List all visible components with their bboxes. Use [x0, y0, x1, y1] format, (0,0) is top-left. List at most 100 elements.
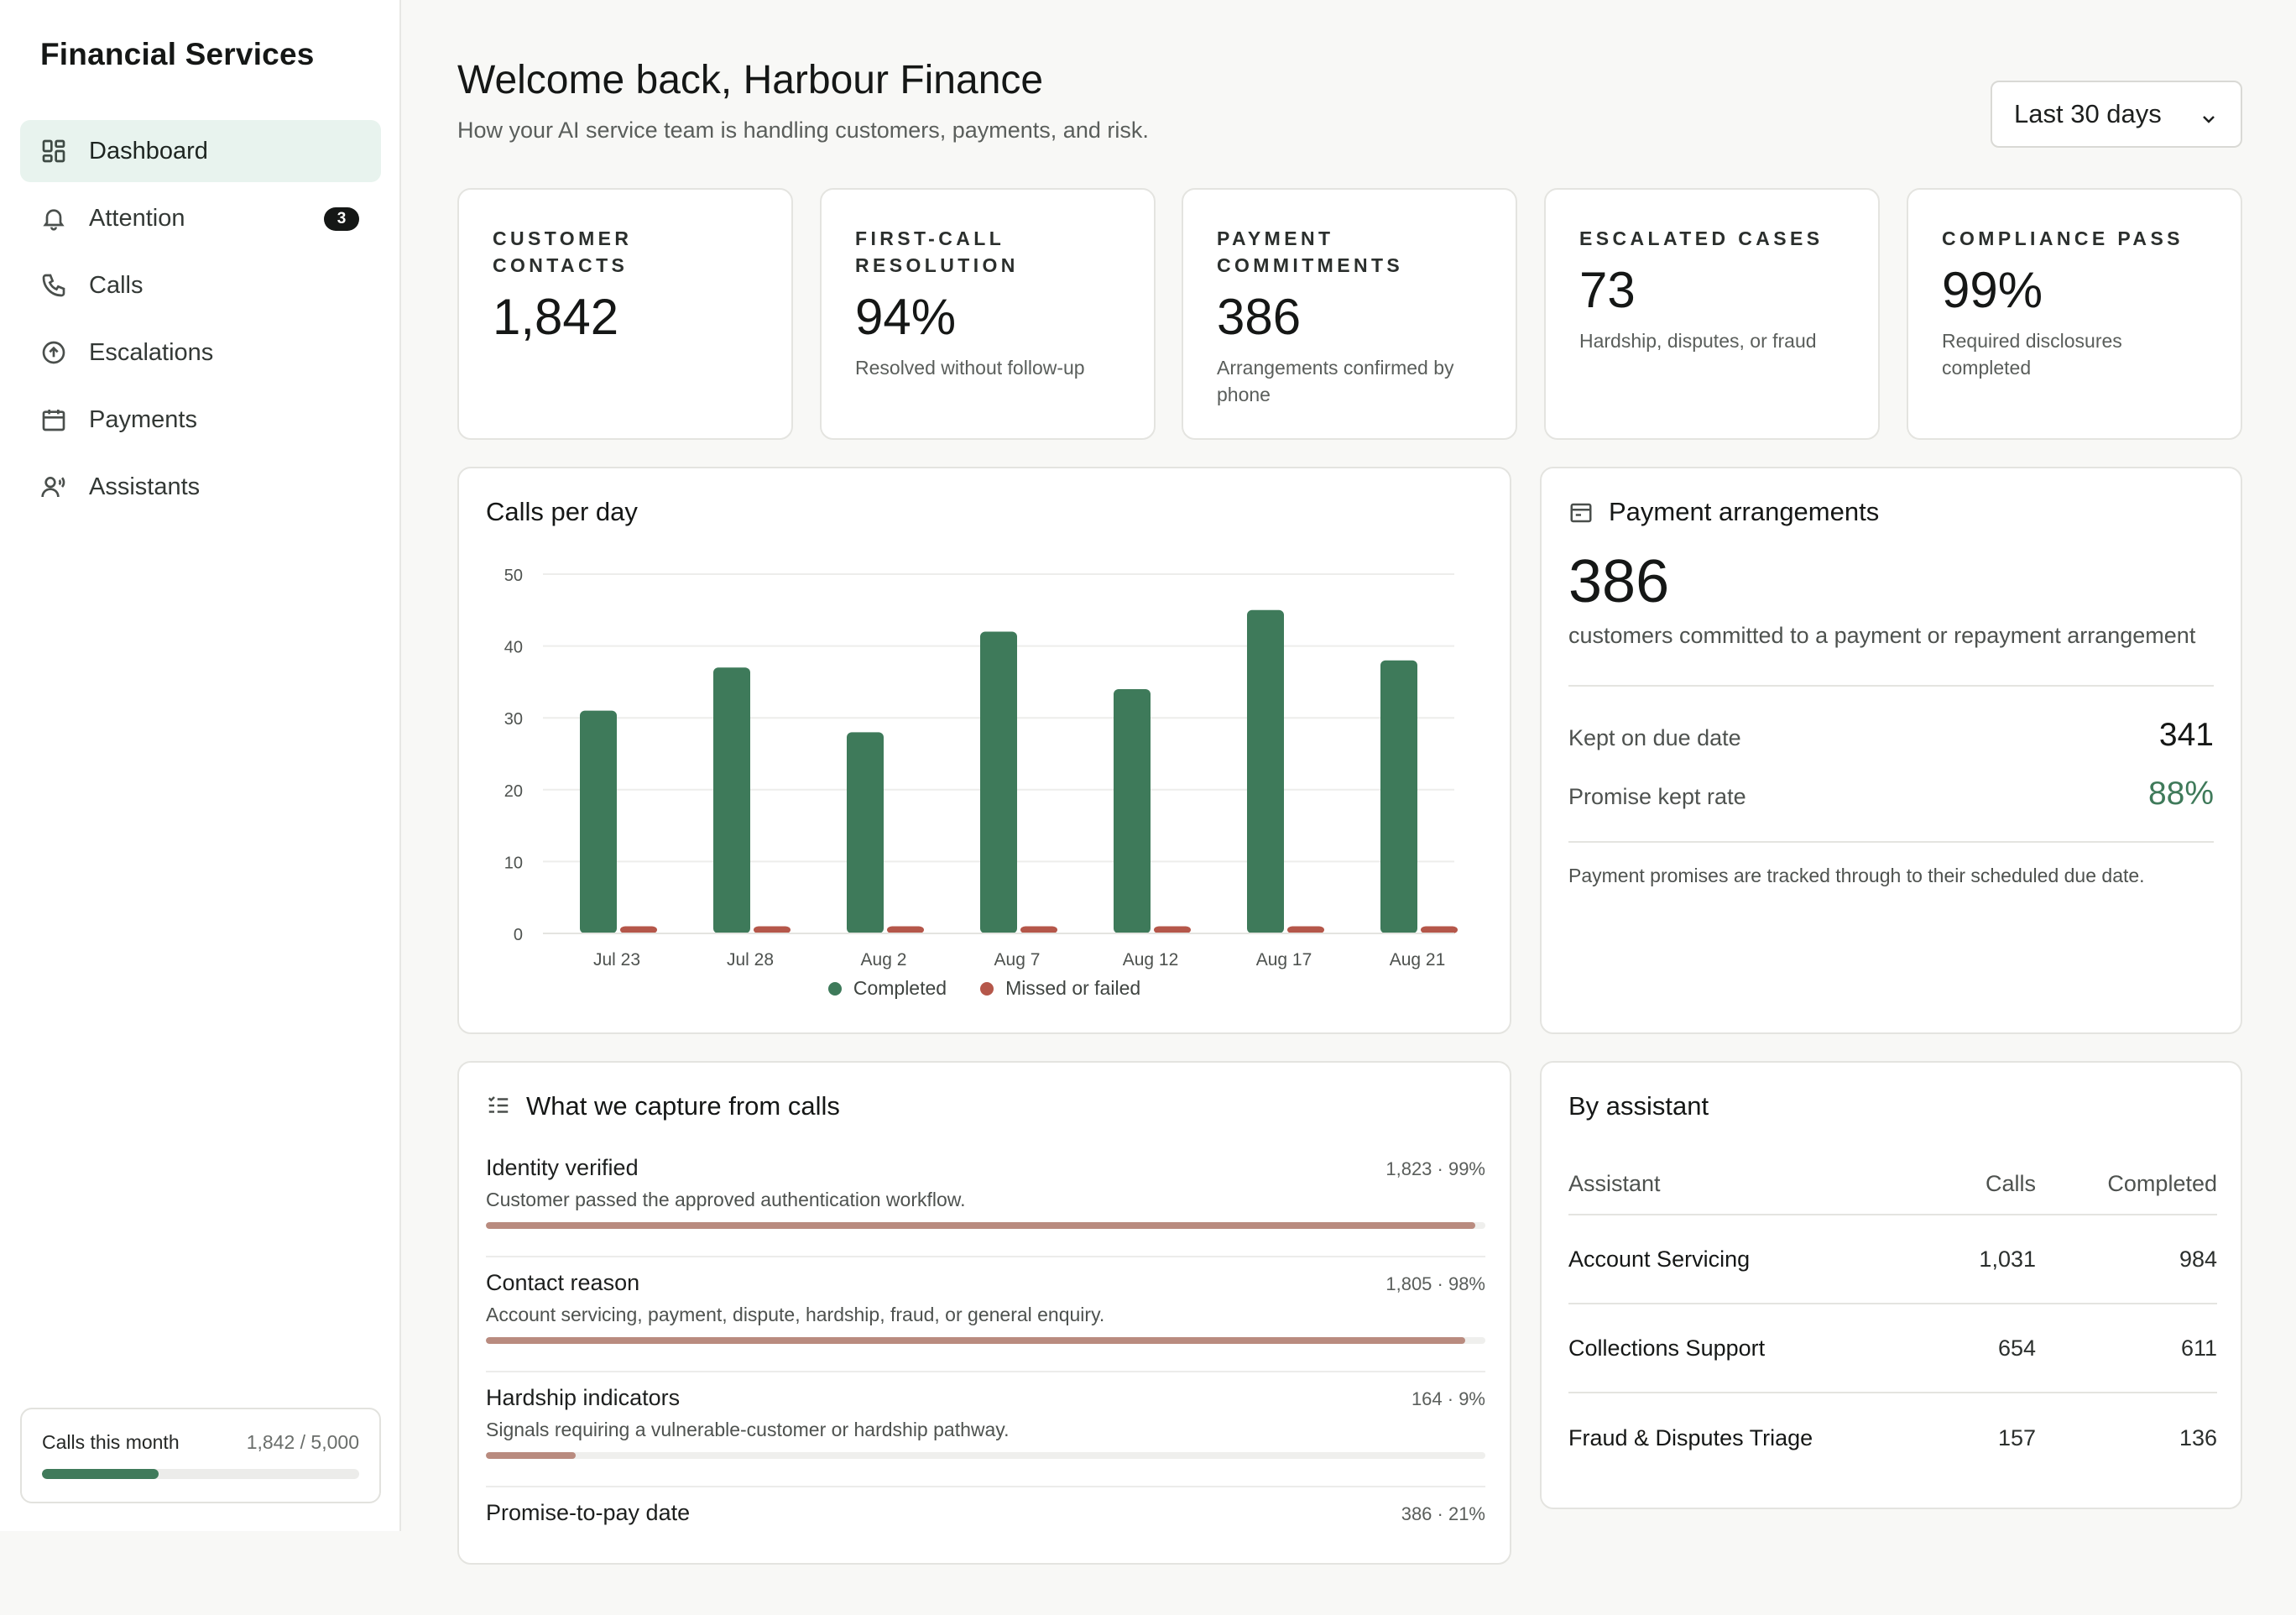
chart-title: Calls per day	[486, 497, 638, 526]
page-title: Welcome back, Harbour Finance	[457, 58, 1044, 102]
kept-on-due-date-row: Kept on due date 341	[1568, 717, 2214, 754]
checklist-icon	[486, 1093, 511, 1118]
bar-missed	[754, 926, 791, 933]
assistant-completed: 984	[2179, 1246, 2217, 1272]
sidebar-item-label: Escalations	[89, 338, 214, 366]
table-row[interactable]: Account Servicing 1,031 984	[1568, 1215, 2217, 1304]
payment-arrangements-footnote: Payment promises are tracked through to …	[1568, 865, 2145, 886]
bar-completed	[713, 667, 750, 933]
stat-label: Escalated Cases	[1579, 227, 1824, 249]
dashboard-icon	[40, 138, 67, 165]
row-value: 88%	[2147, 776, 2214, 812]
bar-missed	[887, 926, 924, 933]
legend-label: Missed or failed	[1005, 977, 1141, 999]
table-row[interactable]: Collections Support 654 611	[1568, 1304, 2217, 1393]
capture-item-description: Customer passed the approved authenticat…	[486, 1189, 966, 1210]
assistant-name: Collections Support	[1568, 1335, 1766, 1361]
stat-label: Compliance Pass	[1942, 227, 2184, 249]
sidebar-item-assistants[interactable]: Assistants	[20, 456, 381, 518]
x-tick-label: Aug 12	[1123, 950, 1179, 970]
promise-kept-rate-row: Promise kept rate 88%	[1568, 776, 2214, 813]
calls-per-day-chart: 0 10 20 30 40 50 Jul 23 Jul 28 Aug 2 Aug 7 Aug 12 A…	[504, 567, 1458, 970]
monthly-usage-meter: Calls this month 1,842 / 5,000	[20, 1408, 381, 1503]
divider	[486, 1371, 1485, 1372]
capture-item-stat: 1,805 · 98%	[1385, 1273, 1485, 1294]
stat-value: 386	[1217, 289, 1302, 345]
capture-item-fill	[486, 1222, 1476, 1229]
sidebar-item-label: Calls	[89, 271, 144, 299]
y-tick-label: 30	[504, 710, 523, 729]
bar-completed	[847, 732, 884, 933]
sidebar-item-label: Attention	[89, 204, 185, 232]
capture-title: What we capture from calls	[526, 1091, 840, 1121]
stat-note: Resolved without follow-up	[855, 357, 1085, 379]
sidebar-item-label: Payments	[89, 405, 197, 433]
sidebar-item-label: Dashboard	[89, 137, 208, 165]
assistant-table: Assistant Calls Completed Account Servic…	[1568, 1153, 2217, 1482]
sidebar-item-payments[interactable]: Payments	[20, 389, 381, 451]
sidebar-item-escalations[interactable]: Escalations	[20, 321, 381, 384]
calendar-icon	[40, 406, 67, 433]
y-tick-label: 50	[504, 567, 523, 585]
legend-label: Completed	[853, 977, 947, 999]
sidebar-nav: Dashboard Attention 3 Calls Escalations	[20, 120, 381, 523]
bar-missed	[1421, 926, 1458, 933]
assistant-calls: 157	[1997, 1424, 2036, 1450]
stat-value: 73	[1579, 262, 1636, 318]
bell-icon	[40, 205, 67, 232]
x-tick-label: Aug 17	[1256, 950, 1312, 970]
attention-count-badge: 3	[324, 207, 359, 231]
usage-label: Calls this month	[42, 1431, 180, 1453]
brand-title: Financial Services	[40, 37, 315, 71]
bar-missed	[1154, 926, 1191, 933]
legend-item-completed: Completed	[827, 977, 947, 1000]
sidebar-item-dashboard[interactable]: Dashboard	[20, 120, 381, 182]
capture-item-promise-to-pay-date: Promise-to-pay date 386 · 21%	[486, 1500, 1485, 1615]
row-label: Kept on due date	[1568, 725, 1741, 750]
capture-item-fill	[486, 1337, 1466, 1344]
x-tick-label: Jul 23	[593, 950, 640, 970]
table-header-row: Assistant Calls Completed	[1568, 1153, 2217, 1215]
column-header-completed: Completed	[2107, 1170, 2217, 1196]
capture-item-track	[486, 1222, 1485, 1229]
card-wallet-icon	[1568, 500, 1594, 525]
stat-value: 99%	[1942, 262, 2043, 318]
capture-item-track	[486, 1452, 1485, 1459]
sidebar-item-label: Assistants	[89, 473, 201, 500]
y-tick-label: 20	[504, 782, 523, 801]
divider	[1568, 841, 2214, 843]
stat-label: Customer Contacts	[493, 227, 633, 276]
stat-card-customer-contacts: Customer Contacts 1,842	[457, 188, 793, 440]
chart-legend: Completed Missed or failed	[459, 977, 1510, 1000]
table-row[interactable]: Fraud & Disputes Triage 157 136	[1568, 1393, 2217, 1482]
bar-missed	[1287, 926, 1324, 933]
stat-note: Arrangements confirmed by phone	[1217, 357, 1454, 405]
legend-item-missed: Missed or failed	[980, 977, 1140, 1000]
capture-item-stat: 1,823 · 99%	[1385, 1158, 1485, 1179]
capture-item-stat: 386 · 21%	[1401, 1503, 1485, 1524]
bar-missed	[620, 926, 657, 933]
capture-item-contact-reason: Contact reason 1,805 · 98% Account servi…	[486, 1270, 1485, 1385]
stat-note: Hardship, disputes, or fraud	[1579, 330, 1817, 352]
capture-item-identity-verified: Identity verified 1,823 · 99% Customer p…	[486, 1155, 1485, 1270]
x-tick-label: Aug 2	[861, 950, 907, 970]
calls-per-day-card: Calls per day 0 10 20 30 40 50 Jul 23 Jul 28 Aug…	[457, 467, 1511, 1034]
divider	[1568, 685, 2214, 687]
stat-value: 1,842	[493, 289, 619, 345]
sidebar-item-calls[interactable]: Calls	[20, 254, 381, 316]
capture-item-name: Identity verified	[486, 1155, 639, 1180]
date-range-value: Last 30 days	[2014, 99, 2162, 128]
stat-card-compliance-pass: Compliance Pass 99% Required disclosures…	[1907, 188, 2242, 440]
bar-completed	[580, 710, 617, 933]
bar-missed	[1020, 926, 1057, 933]
usage-progress-track	[42, 1469, 359, 1479]
capture-item-description: Signals requiring a vulnerable-customer …	[486, 1419, 1010, 1440]
date-range-select[interactable]: Last 30 days	[1991, 81, 2242, 148]
y-tick-label: 40	[504, 639, 523, 657]
capture-item-fill	[486, 1452, 577, 1459]
sidebar-item-attention[interactable]: Attention 3	[20, 187, 381, 249]
by-assistant-title: By assistant	[1568, 1091, 1709, 1121]
capture-item-hardship-indicators: Hardship indicators 164 · 9% Signals req…	[486, 1385, 1485, 1500]
assistant-name: Fraud & Disputes Triage	[1568, 1424, 1813, 1450]
phone-icon	[40, 272, 67, 299]
